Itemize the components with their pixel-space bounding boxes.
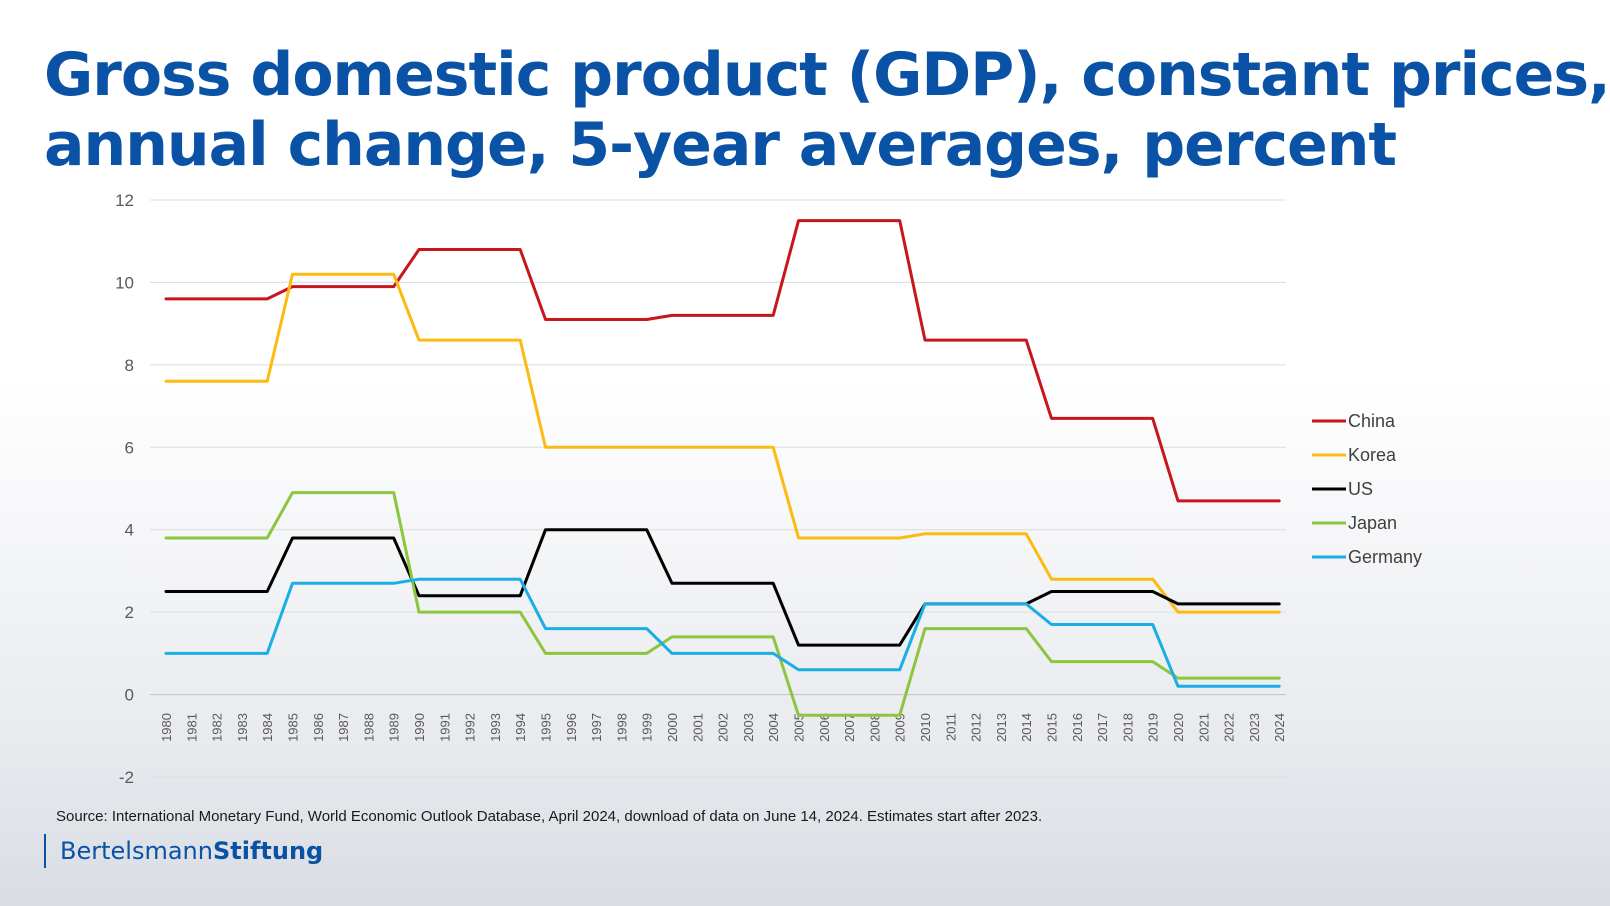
y-axis-ticks: -2 0 2 4 6 8 10 12 bbox=[115, 191, 134, 787]
x-tick-label: 2004 bbox=[766, 713, 781, 742]
series-line-china bbox=[164, 219, 1281, 503]
x-tick-label: 2019 bbox=[1146, 713, 1161, 742]
x-tick-label: 1989 bbox=[387, 713, 402, 742]
chart-title: Gross domestic product (GDP), constant p… bbox=[44, 40, 1610, 180]
x-tick-label: 2013 bbox=[994, 713, 1009, 742]
x-tick-label: 2006 bbox=[817, 713, 832, 742]
y-tick-label: 12 bbox=[115, 191, 134, 210]
y-tick-label: 0 bbox=[125, 686, 134, 705]
x-tick-label: 2001 bbox=[690, 713, 705, 742]
x-tick-label: 1983 bbox=[235, 713, 250, 742]
x-tick-label: 2021 bbox=[1196, 713, 1211, 742]
x-tick-label: 2005 bbox=[792, 713, 807, 742]
x-tick-label: 1990 bbox=[412, 713, 427, 742]
x-tick-label: 1981 bbox=[184, 713, 199, 742]
x-tick-label: 2010 bbox=[918, 713, 933, 742]
series-line-germany bbox=[164, 577, 1281, 688]
x-tick-label: 1998 bbox=[614, 713, 629, 742]
x-tick-label: 1982 bbox=[210, 713, 225, 742]
x-tick-label: 1995 bbox=[539, 713, 554, 742]
x-tick-label: 1987 bbox=[336, 713, 351, 742]
y-tick-label: 10 bbox=[115, 273, 134, 292]
legend-label-japan: Japan bbox=[1348, 513, 1397, 533]
legend-label-china: China bbox=[1348, 411, 1396, 431]
x-tick-label: 1992 bbox=[463, 713, 478, 742]
x-tick-label: 1994 bbox=[513, 713, 528, 742]
y-tick-label: -2 bbox=[119, 768, 134, 787]
x-tick-label: 2002 bbox=[716, 713, 731, 742]
x-tick-label: 2024 bbox=[1272, 713, 1287, 742]
x-tick-label: 1999 bbox=[640, 713, 655, 742]
x-tick-label: 1993 bbox=[488, 713, 503, 742]
series-line-japan bbox=[164, 491, 1281, 717]
x-tick-label: 2011 bbox=[943, 713, 958, 741]
legend: China Korea US Japan Germany bbox=[1312, 411, 1422, 567]
legend-label-germany: Germany bbox=[1348, 547, 1422, 567]
x-tick-label: 2016 bbox=[1070, 713, 1085, 742]
x-tick-label: 2015 bbox=[1045, 713, 1060, 742]
legend-label-korea: Korea bbox=[1348, 445, 1397, 465]
x-tick-label: 2022 bbox=[1222, 713, 1237, 742]
x-tick-label: 2003 bbox=[741, 713, 756, 742]
source-note: Source: International Monetary Fund, Wor… bbox=[56, 808, 1043, 825]
x-tick-label: 1980 bbox=[159, 713, 174, 742]
y-tick-label: 2 bbox=[125, 603, 134, 622]
title-line-1: Gross domestic product (GDP), constant p… bbox=[44, 40, 1610, 110]
x-tick-label: 1985 bbox=[286, 713, 301, 742]
x-tick-label: 2023 bbox=[1247, 713, 1262, 742]
bertelsmann-stiftung-logo: BertelsmannStiftung bbox=[44, 834, 323, 868]
logo-text-2: Stiftung bbox=[212, 837, 324, 865]
series-lines bbox=[164, 219, 1281, 717]
x-axis-ticks: 1980 1981 1982 1983 1984 1985 1986 1987 1988 1989… bbox=[159, 713, 1287, 742]
x-tick-label: 1988 bbox=[361, 713, 376, 742]
logo-text-1: Bertelsmann bbox=[60, 837, 213, 865]
x-tick-label: 1997 bbox=[589, 713, 604, 742]
y-tick-label: 6 bbox=[125, 438, 134, 457]
x-tick-label: 2020 bbox=[1171, 713, 1186, 742]
title-line-2: annual change, 5-year averages, percent bbox=[44, 110, 1397, 180]
x-tick-label: 2014 bbox=[1019, 713, 1034, 742]
x-tick-label: 1984 bbox=[260, 713, 275, 742]
legend-label-us: US bbox=[1348, 479, 1373, 499]
x-tick-label: 1986 bbox=[311, 713, 326, 742]
gridlines bbox=[150, 199, 1286, 778]
x-tick-label: 2008 bbox=[867, 713, 882, 742]
y-tick-label: 8 bbox=[125, 356, 134, 375]
x-tick-label: 2017 bbox=[1095, 713, 1110, 742]
y-tick-label: 4 bbox=[125, 521, 134, 540]
x-tick-label: 2012 bbox=[969, 713, 984, 742]
x-tick-label: 2000 bbox=[665, 713, 680, 742]
series-line-korea bbox=[164, 272, 1281, 614]
x-tick-label: 1996 bbox=[564, 713, 579, 742]
x-tick-label: 2007 bbox=[842, 713, 857, 742]
x-tick-label: 2018 bbox=[1120, 713, 1135, 742]
series-line-us bbox=[164, 528, 1281, 647]
x-tick-label: 2009 bbox=[893, 713, 908, 742]
x-tick-label: 1991 bbox=[437, 713, 452, 742]
